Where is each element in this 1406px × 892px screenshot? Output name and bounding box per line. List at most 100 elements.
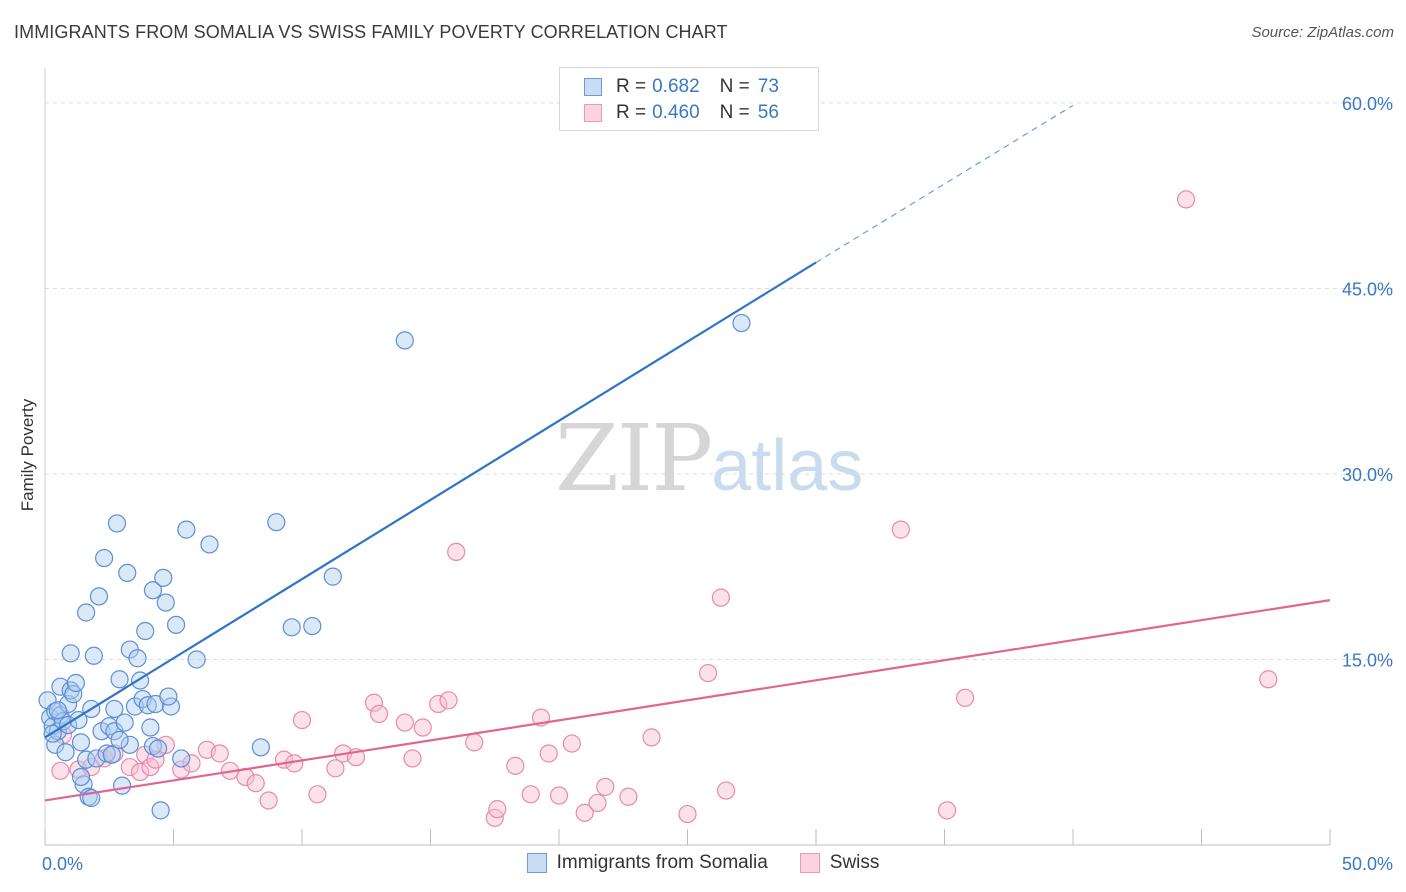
somalia-point xyxy=(159,687,178,706)
swiss-point xyxy=(539,744,558,763)
somalia-point xyxy=(395,331,414,350)
somalia-point xyxy=(77,603,96,622)
somalia-point xyxy=(136,621,155,641)
swiss-point xyxy=(403,749,422,768)
legend-row-swiss: R = 0.460 N = 56 xyxy=(584,102,779,124)
somalia-point xyxy=(120,735,139,754)
source-credit: Source: ZipAtlas.com xyxy=(1251,24,1394,41)
swiss-point xyxy=(364,693,384,712)
somalia-point xyxy=(141,718,160,737)
somalia-point xyxy=(156,593,175,612)
legend-swatch-swiss xyxy=(584,104,602,122)
swiss-point xyxy=(506,756,525,775)
somalia-point xyxy=(125,697,145,716)
somalia-point xyxy=(46,735,65,754)
somalia-point xyxy=(102,745,121,764)
swiss-point xyxy=(698,663,718,683)
swiss-point xyxy=(711,588,731,607)
swiss-point xyxy=(447,542,466,561)
swiss-point xyxy=(488,800,507,819)
swiss-point xyxy=(619,787,638,806)
swiss-point xyxy=(292,710,312,730)
y-axis-label: Family Poverty xyxy=(18,398,37,512)
legend-n-label: N = xyxy=(719,76,750,97)
somalia-point xyxy=(118,563,137,583)
legend-label-somalia: Immigrants from Somalia xyxy=(556,852,768,873)
legend-item-somalia: Immigrants from Somalia xyxy=(526,852,768,874)
somalia-point xyxy=(87,749,106,768)
axis-layer xyxy=(44,68,1331,846)
swiss-point xyxy=(146,750,165,769)
legend-n-label: N = xyxy=(719,102,750,123)
swiss-point xyxy=(678,804,697,824)
chart-title: IMMIGRANTS FROM SOMALIA VS SWISS FAMILY … xyxy=(14,22,728,42)
y-tick-label: 30.0% xyxy=(1342,465,1393,485)
swiss-point xyxy=(642,728,661,747)
swiss-point xyxy=(575,803,594,822)
swiss-point xyxy=(521,785,540,804)
somalia-point xyxy=(154,568,173,587)
somalia-point xyxy=(66,673,85,693)
swiss-point xyxy=(210,744,229,763)
swiss-point xyxy=(596,777,615,796)
swiss-point xyxy=(429,694,448,714)
regression-lines xyxy=(44,104,1331,802)
legend-r-label: R = xyxy=(616,102,647,123)
swiss-point xyxy=(246,774,265,793)
swiss-regression-line xyxy=(44,599,1331,802)
legend-swatch-somalia xyxy=(584,78,602,96)
y-tick-label: 45.0% xyxy=(1342,279,1393,299)
legend-row-somalia: R = 0.682 N = 73 xyxy=(584,76,779,98)
grid-layer xyxy=(45,102,1395,660)
somalia-point xyxy=(100,717,119,736)
somalia-point xyxy=(200,535,219,554)
somalia-point xyxy=(267,513,286,532)
stats-legend: R = 0.682 N = 73 R = 0.460 N = 56 xyxy=(559,67,819,131)
swiss-point xyxy=(259,791,278,810)
somalia-point xyxy=(303,616,322,636)
somalia-point xyxy=(112,776,132,795)
somalia-point xyxy=(172,749,191,768)
somalia-point xyxy=(148,739,168,758)
swiss-point xyxy=(413,718,432,737)
swiss-point xyxy=(130,762,150,782)
somalia-point xyxy=(282,618,301,637)
legend-n-value: 73 xyxy=(757,76,779,97)
somalia-point xyxy=(323,567,342,586)
legend-r-value: 0.682 xyxy=(652,76,700,97)
swiss-point xyxy=(370,704,389,723)
swiss-point xyxy=(937,801,957,820)
swiss-point xyxy=(1259,670,1278,689)
somalia-points xyxy=(38,313,751,820)
somalia-point xyxy=(732,313,751,333)
x-tick-label: 50.0% xyxy=(1342,854,1393,874)
somalia-point xyxy=(48,701,67,720)
somalia-point xyxy=(71,767,91,787)
swiss-point xyxy=(588,793,607,813)
x-tick-label: 0.0% xyxy=(42,854,83,874)
somalia-point xyxy=(128,649,147,668)
somalia-point xyxy=(84,646,103,665)
somalia-point xyxy=(61,644,80,663)
legend-item-swiss: Swiss xyxy=(799,852,879,874)
swiss-point xyxy=(549,786,569,805)
legend-r-label: R = xyxy=(616,76,647,97)
somalia-point xyxy=(110,670,129,689)
somalia-point xyxy=(64,685,83,704)
somalia-point xyxy=(110,730,129,749)
series-legend: Immigrants from Somalia Swiss xyxy=(0,852,1406,874)
legend-swatch-somalia xyxy=(526,853,547,873)
swiss-point xyxy=(1176,190,1196,209)
y-tick-label: 15.0% xyxy=(1342,650,1393,670)
watermark-zip: ZIP xyxy=(555,405,713,512)
legend-r-value: 0.460 xyxy=(652,102,700,123)
legend-swatch-swiss xyxy=(799,853,820,873)
swiss-point xyxy=(465,733,484,752)
somalia-point xyxy=(115,713,134,732)
swiss-point xyxy=(395,713,414,732)
somalia-point xyxy=(151,801,170,820)
swiss-point xyxy=(891,520,910,539)
somalia-point xyxy=(71,733,91,752)
somalia-point xyxy=(251,738,270,757)
